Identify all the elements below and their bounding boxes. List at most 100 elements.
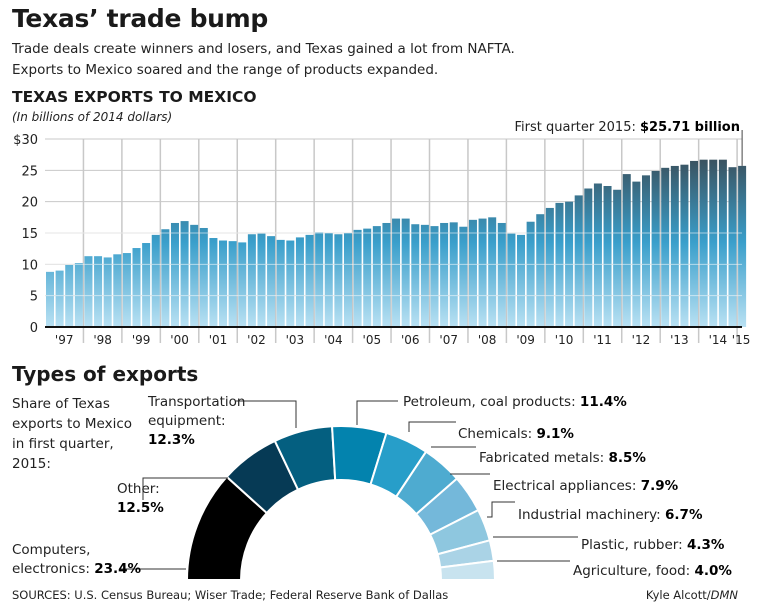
slice-label-value: 8.5%: [608, 450, 646, 466]
bar: [315, 232, 324, 327]
credit-org: DMN: [710, 588, 738, 602]
y-tick-label: 15: [21, 227, 38, 242]
types-title: Types of exports: [12, 362, 199, 386]
bar: [440, 222, 449, 327]
bar: [718, 159, 727, 327]
latest-value-callout: First quarter 2015: $25.71 billion: [515, 120, 740, 135]
bar: [401, 218, 410, 327]
bar: [170, 222, 179, 327]
slice-label-value: 7.9%: [640, 478, 679, 494]
bar: [286, 240, 295, 327]
bar: [238, 242, 247, 327]
dek-line-2: Exports to Mexico soared and the range o…: [12, 62, 439, 78]
bar: [690, 160, 699, 327]
leader-line: [236, 400, 297, 428]
bar-chart: 0 5 10 15 20 25 $30 '97 '98 '99 '00 '01 '02 '03 '04 '05…: [13, 130, 750, 347]
bar: [46, 271, 55, 327]
slice-label-name: Electrical appliances:: [493, 478, 641, 494]
bar: [372, 226, 381, 327]
bar: [709, 159, 718, 327]
bar: [305, 234, 314, 327]
bar: [488, 217, 497, 327]
bar: [449, 222, 458, 327]
bar: [593, 183, 602, 327]
bar: [74, 263, 83, 327]
page-title: Texas’ trade bump: [12, 4, 269, 33]
x-tick-label: '03: [286, 333, 305, 347]
slice-label: Plastic, rubber: 4.3%: [581, 536, 724, 555]
axes: 0 5 10 15 20 25 $30 '97 '98 '99 '00 '01 '02 '03 '04 '05…: [13, 133, 750, 347]
bar: [699, 159, 708, 327]
bar: [84, 256, 93, 327]
y-tick-label: 10: [21, 258, 38, 273]
bar: [661, 167, 670, 327]
slice-label-name: Other:: [117, 481, 160, 497]
slice-label-name: Transportation equipment:: [148, 394, 246, 429]
x-tick-label: '15: [732, 333, 751, 347]
y-tick-label: 20: [21, 196, 38, 211]
x-tick-label: '00: [170, 333, 189, 347]
callout-prefix: First quarter 2015:: [514, 120, 640, 135]
bar: [574, 195, 583, 327]
bar-overlay-lines: [45, 232, 742, 297]
slice-label-value: 4.0%: [694, 563, 732, 579]
x-tick-label: '10: [555, 333, 574, 347]
bar: [132, 248, 141, 327]
bar: [613, 189, 622, 327]
x-tick-label: '14: [709, 333, 728, 347]
bar: [247, 234, 256, 327]
bar: [363, 228, 372, 327]
bar: [392, 218, 401, 327]
bars: [46, 159, 747, 327]
bar: [680, 164, 689, 327]
bar: [142, 243, 151, 327]
slice-label-name: Agriculture, food:: [573, 563, 695, 579]
slice-label: Chemicals: 9.1%: [458, 425, 574, 444]
slice-label-name: Computers, electronics:: [12, 542, 95, 577]
bar: [632, 181, 641, 327]
slice-label: Other: 12.5%: [117, 480, 164, 518]
bar: [113, 254, 122, 327]
leader-line: [356, 400, 398, 425]
bar: [55, 270, 64, 327]
bar: [276, 239, 285, 327]
x-tick-label: '04: [324, 333, 343, 347]
leader-line: [487, 501, 515, 518]
bar: [190, 224, 199, 327]
x-tick-label: '09: [516, 333, 535, 347]
slice-label: Electrical appliances: 7.9%: [493, 477, 678, 496]
leader-line: [408, 421, 456, 432]
bar: [199, 227, 208, 327]
bar: [209, 238, 218, 327]
bar-chart-title: TEXAS EXPORTS TO MEXICO: [12, 88, 257, 106]
x-tick-label: '01: [209, 333, 228, 347]
bar: [459, 226, 468, 327]
bar: [728, 167, 737, 327]
x-tick-label: '98: [93, 333, 112, 347]
semicircle-chart: [120, 400, 578, 581]
slice: [439, 559, 497, 581]
bar: [257, 233, 266, 327]
bar: [468, 219, 477, 327]
slice-label: Fabricated metals: 8.5%: [479, 449, 646, 468]
sources: SOURCES: U.S. Census Bureau; Wiser Trade…: [12, 588, 449, 602]
slice-label-value: 12.3%: [148, 432, 195, 448]
bar: [545, 207, 554, 327]
y-tick-label: 25: [21, 164, 38, 179]
slice-label: Computers, electronics: 23.4%: [12, 541, 141, 579]
x-tick-label: '02: [247, 333, 266, 347]
bar-chart-subtitle: (In billions of 2014 dollars): [12, 110, 173, 124]
bar: [430, 226, 439, 327]
credit-name: Kyle Alcott/: [645, 588, 711, 602]
bar: [420, 224, 429, 327]
bar: [584, 188, 593, 327]
y-tick-label: 0: [30, 321, 38, 336]
bar: [478, 218, 487, 327]
bar: [103, 257, 112, 327]
leader-lines: [120, 400, 578, 570]
bar: [622, 174, 631, 327]
bar: [343, 233, 352, 327]
bar: [267, 236, 276, 327]
slice-label-value: 4.3%: [686, 537, 725, 553]
bar: [295, 237, 304, 327]
